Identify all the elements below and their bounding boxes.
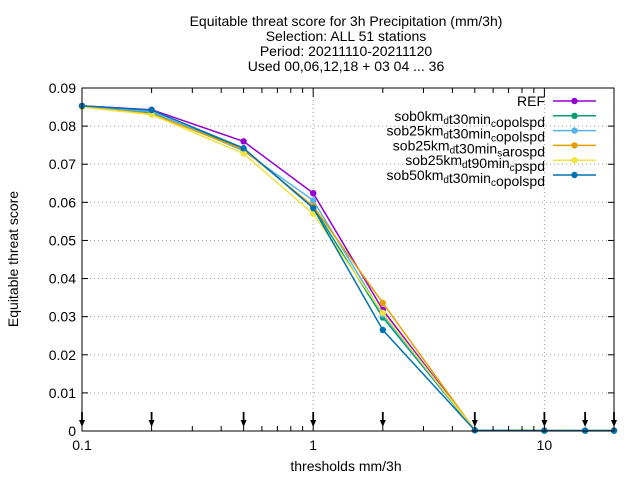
threshold-arrow-head [379,420,386,427]
threshold-arrow-head [148,420,155,427]
data-point [310,204,317,212]
legend-label-part: d [443,175,449,186]
threshold-arrow-head [582,420,589,427]
data-point [240,150,247,157]
legend-swatch-point [571,142,578,149]
legend-label-part: t90min [468,155,510,171]
legend-swatch-point [571,112,578,120]
data-point [148,111,155,118]
legend-label: sob50kmdt30mincopolspd [387,167,545,189]
x-axis-label: thresholds mm/3h [290,458,401,474]
legend-label: sob25kmdt30mincopolspd [387,123,545,145]
data-point [310,197,317,204]
plot-frame [81,87,615,432]
legend-label-part: c [491,119,496,130]
legend-label-part: d [450,145,456,156]
y-axis-label: Equitable threat score [5,191,21,327]
legend-label-part: d [443,116,449,127]
y-axis: 0 0.01 0.02 0.03 0.04 0.05 0.06 0.07 0.08 0.09 [49,80,614,439]
legend-swatch-point [571,157,578,164]
legend-label: REF [517,93,545,109]
y-tick-label: 0 [68,423,76,439]
title-line-1: Equitable threat score for 3h Precipitat… [190,13,503,29]
legend-label: sob0kmdt30mincopolspd [394,108,545,130]
legend-label-part: sob25km [387,123,444,139]
legend-label-part: c [510,163,515,174]
data-point [379,326,386,334]
threshold-arrow-head [471,420,478,427]
data-point [240,145,247,152]
legend-label-part: opolspd [496,114,545,130]
legend-label-part: d [462,160,468,171]
grid [82,88,614,431]
legend-label-part: t30min [455,140,497,156]
legend-label-part: s [497,148,502,159]
legend-label-part: arospd [502,143,545,159]
y-tick-label: 0.04 [49,271,76,287]
y-tick-label: 0.03 [49,309,76,325]
legend-swatch-point [571,97,578,105]
title-line-2: Selection: ALL 51 stations [266,28,427,44]
legend-label-part: t30min [449,170,491,186]
data-point [379,299,386,307]
legend-label: sob25kmdt30minsarospd [393,137,545,159]
y-tick-label: 0.07 [49,156,76,172]
x-tick-label: 0.1 [72,437,92,453]
legend-label-part: opolspd [496,129,545,145]
title-line-4: Used 00,06,12,18 + 03 04 ... 36 [248,58,445,74]
legend-label-part: sob50km [387,167,444,183]
x-axis: 0.1 1 10 [72,88,552,453]
y-tick-label: 0.08 [49,118,76,134]
legend-label-part: REF [517,93,545,109]
threshold-arrows [79,412,617,427]
legend-label-part: pspd [515,158,545,174]
threshold-arrow-head [240,420,247,427]
legend-label-part: sob0km [394,108,443,124]
legend-swatch-point [571,127,578,134]
y-tick-label: 0.06 [49,194,76,210]
legend-swatch-point [571,171,578,179]
legend-label-part: opolspd [496,173,545,189]
x-tick-label: 1 [309,437,317,453]
y-tick-label: 0.09 [49,80,76,96]
chart-title: Equitable threat score for 3h Precipitat… [190,13,503,74]
data-point [148,106,155,114]
legend-label-part: sob25km [393,137,450,153]
title-line-3: Period: 20211110-20211120 [260,43,433,59]
data-point [310,189,317,197]
legend-label-part: sob25km [405,152,462,168]
legend: REFsob0kmdt30mincopolspdsob25kmdt30minco… [387,93,596,189]
y-tick-label: 0.01 [49,385,76,401]
x-tick-label: 10 [537,437,553,453]
y-tick-label: 0.05 [49,232,76,248]
legend-label-part: c [491,134,496,145]
legend-label-part: d [443,131,449,142]
data-point [379,309,386,317]
y-tick-label: 0.02 [49,347,76,363]
legend-label-part: t30min [449,111,491,127]
legend-label-part: c [491,178,496,189]
data-point [240,138,247,145]
legend-label-part: t30min [449,126,491,142]
legend-label: sob25kmdt90mincpspd [405,152,545,174]
